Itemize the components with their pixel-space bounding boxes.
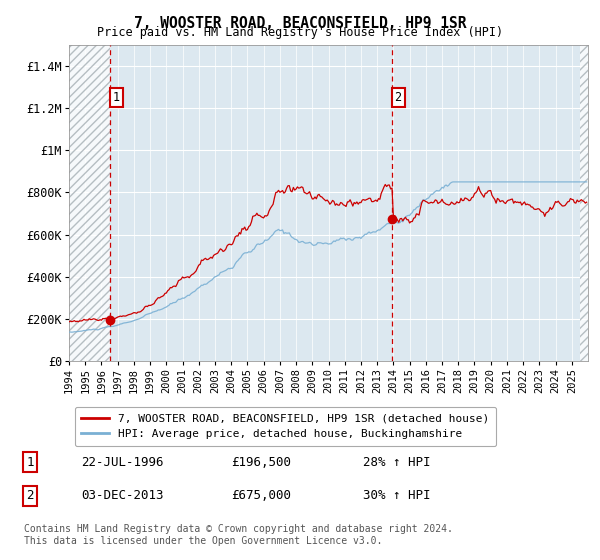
Text: £196,500: £196,500 (231, 455, 291, 469)
Text: 28% ↑ HPI: 28% ↑ HPI (363, 455, 431, 469)
Text: 22-JUL-1996: 22-JUL-1996 (81, 455, 163, 469)
Legend: 7, WOOSTER ROAD, BEACONSFIELD, HP9 1SR (detached house), HPI: Average price, det: 7, WOOSTER ROAD, BEACONSFIELD, HP9 1SR (… (74, 407, 496, 446)
Text: £675,000: £675,000 (231, 489, 291, 502)
Text: 30% ↑ HPI: 30% ↑ HPI (363, 489, 431, 502)
Text: 2: 2 (26, 489, 34, 502)
Text: Contains HM Land Registry data © Crown copyright and database right 2024.
This d: Contains HM Land Registry data © Crown c… (24, 524, 453, 546)
Text: 7, WOOSTER ROAD, BEACONSFIELD, HP9 1SR: 7, WOOSTER ROAD, BEACONSFIELD, HP9 1SR (134, 16, 466, 31)
Text: 1: 1 (26, 455, 34, 469)
Text: 1: 1 (113, 91, 120, 104)
Bar (580, 45, 588, 361)
Text: Price paid vs. HM Land Registry's House Price Index (HPI): Price paid vs. HM Land Registry's House … (97, 26, 503, 39)
Text: 2: 2 (395, 91, 401, 104)
Text: 03-DEC-2013: 03-DEC-2013 (81, 489, 163, 502)
Bar (69, 45, 110, 361)
